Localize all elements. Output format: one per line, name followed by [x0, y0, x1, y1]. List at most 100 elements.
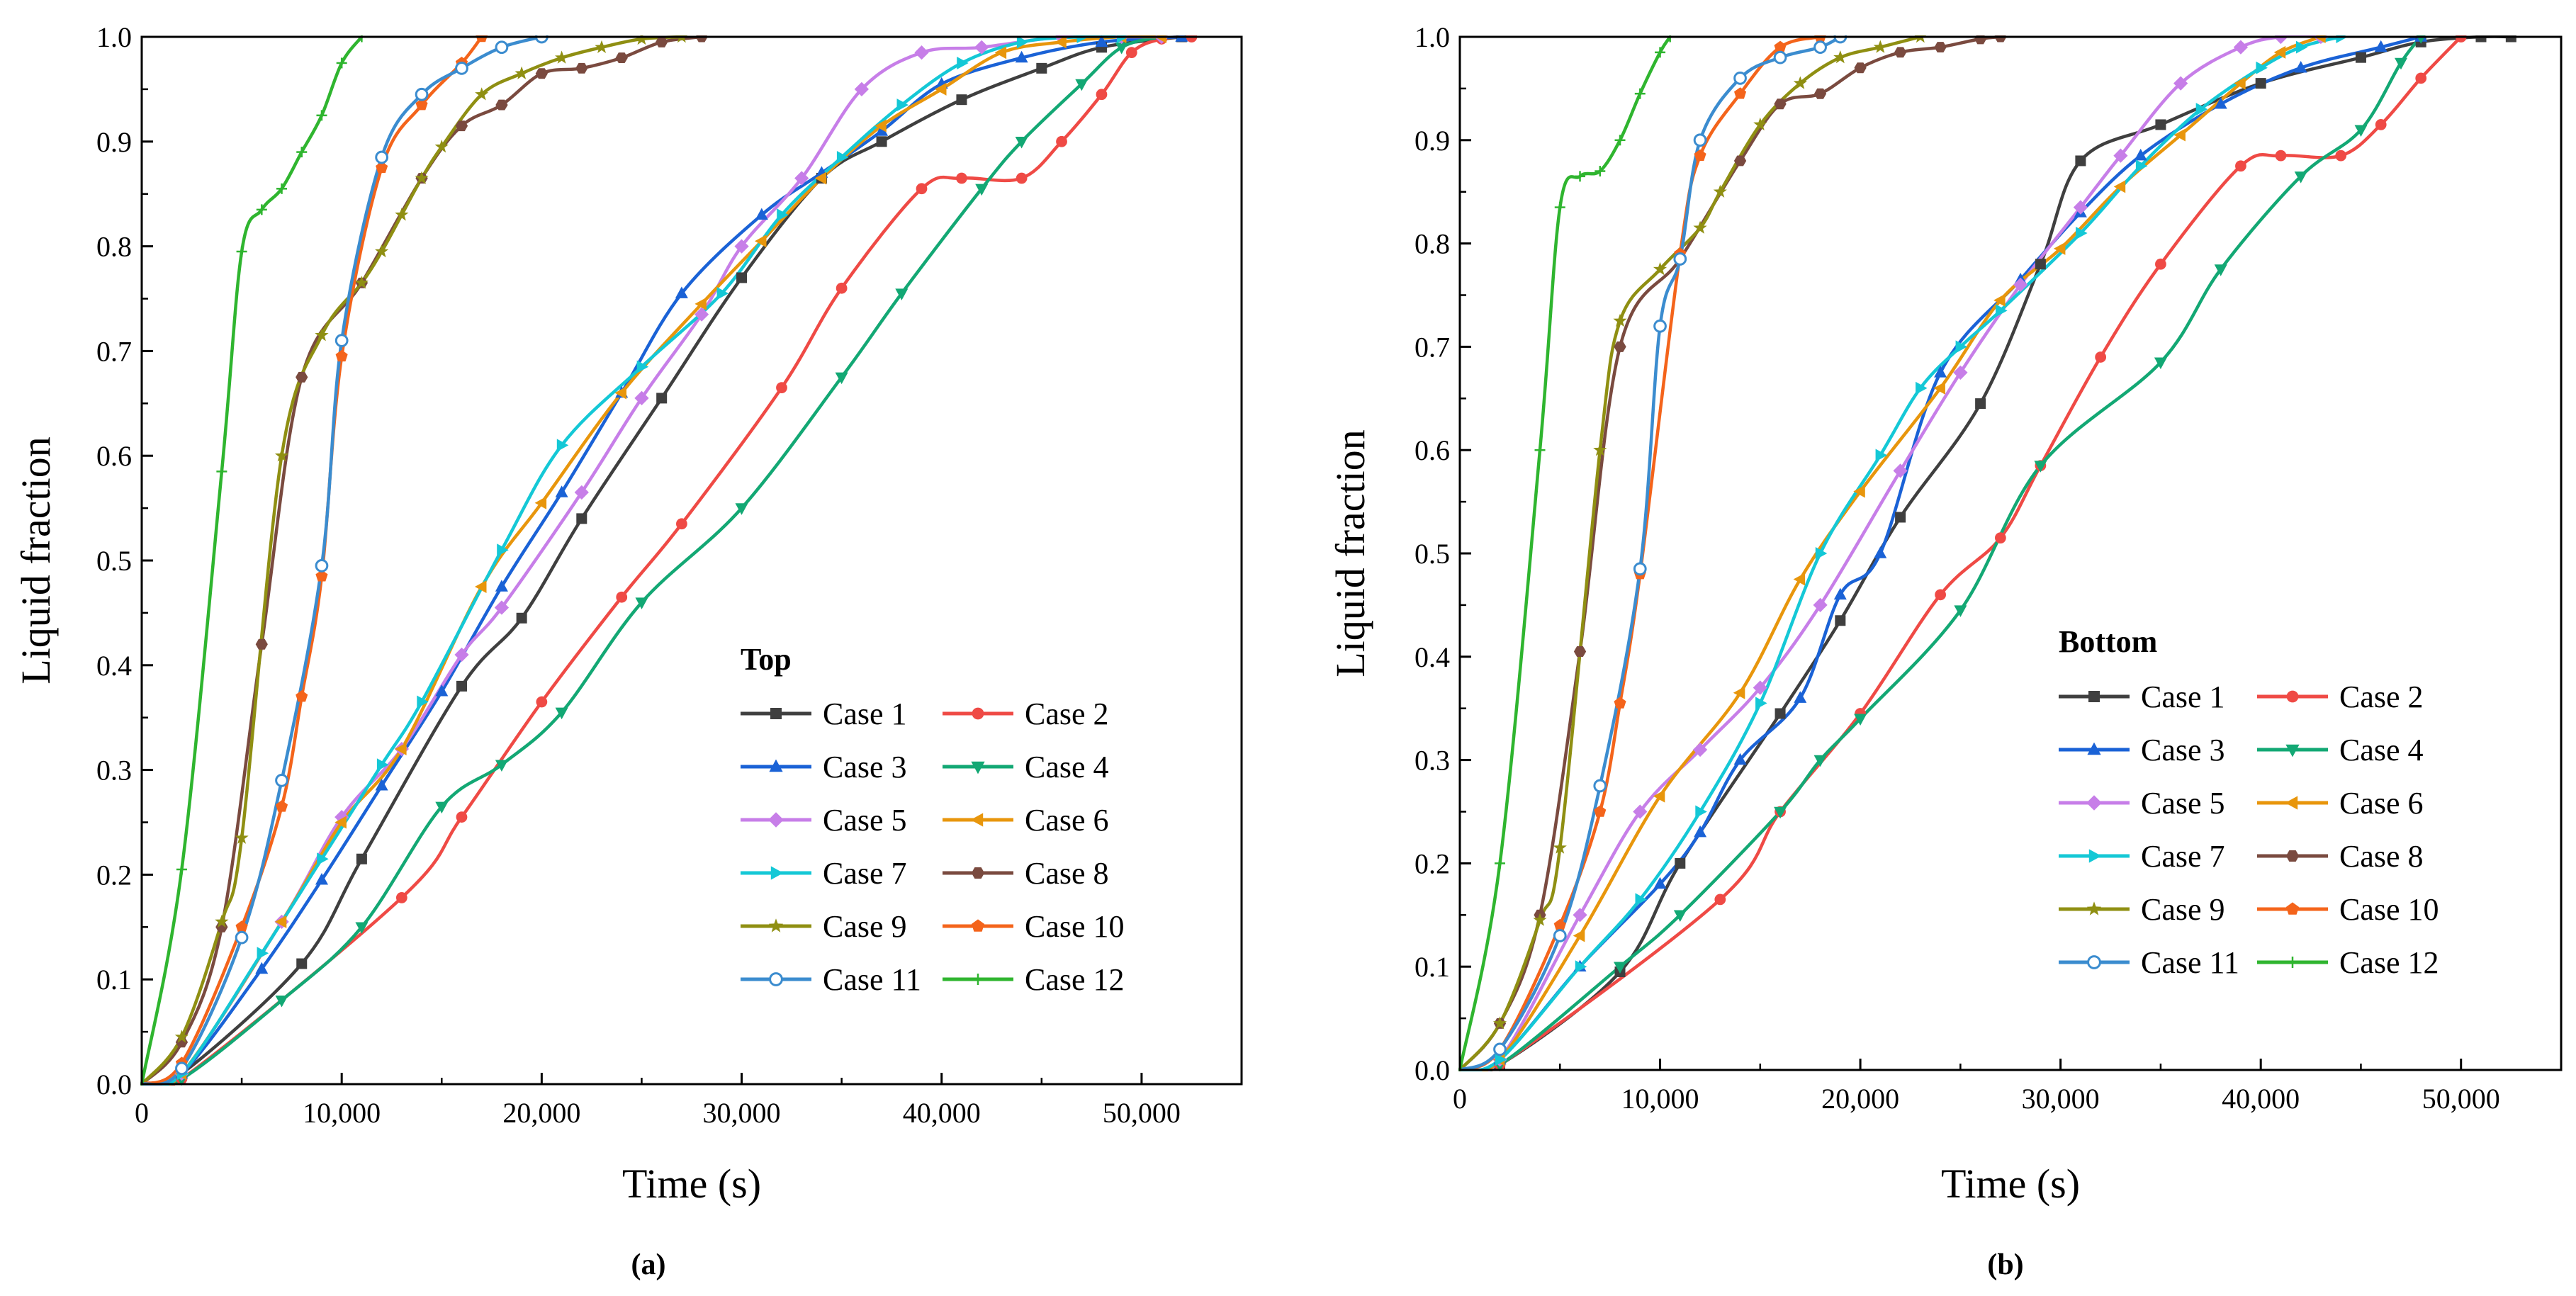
data-point [2294, 61, 2307, 73]
legend-swatch-marker [972, 974, 984, 985]
data-point [634, 390, 649, 405]
data-point [376, 758, 389, 772]
data-point [1653, 877, 1667, 889]
legend-swatch-marker [970, 813, 984, 827]
legend-item: Case 3 [2059, 733, 2225, 767]
data-point [1733, 686, 1745, 699]
data-point [1036, 62, 1047, 74]
data-point [235, 930, 249, 945]
data-point [1813, 755, 1827, 767]
data-point [1774, 806, 1787, 819]
y-tick-label: 0.6 [1414, 434, 1450, 466]
series-markers-case-9 [174, 35, 688, 1043]
y-tick-label: 0.9 [1414, 125, 1450, 157]
data-point [614, 386, 626, 400]
data-point [916, 183, 928, 195]
legend-swatch-marker [972, 707, 984, 720]
data-point [1633, 562, 1647, 576]
series-line-case-10 [1458, 35, 1822, 1071]
data-point [375, 244, 389, 258]
data-point [777, 208, 789, 222]
data-point [656, 393, 668, 404]
data-point [315, 873, 328, 885]
x-axis: 0 10,000 20,000 30,000 40,000 50,000 [135, 1073, 1243, 1129]
data-point [2113, 180, 2126, 193]
data-point [276, 183, 288, 194]
data-point [1753, 680, 1767, 695]
data-point [435, 801, 449, 814]
chart-panel-a: 0.0 0.1 0.2 0.3 0.4 0.5 0.6 0.7 0.8 0.9 1.0 0 10,000… [13, 21, 1243, 1281]
legend-swatch-marker [971, 867, 985, 879]
data-point [854, 81, 869, 96]
legend-item: Case 7 [2059, 839, 2225, 874]
data-point [1874, 546, 1887, 558]
data-point [595, 40, 609, 53]
legend-swatch-marker [2287, 957, 2298, 968]
legend-label: Case 4 [2339, 733, 2424, 767]
data-point [755, 208, 768, 220]
chart-panel-b: 0.0 0.1 0.2 0.3 0.4 0.5 0.6 0.7 0.8 0.9 1.0 0 10,000… [1327, 21, 2563, 1281]
data-point [317, 852, 329, 866]
data-point [494, 600, 510, 615]
data-point [2076, 227, 2088, 240]
data-point [1993, 293, 2006, 307]
data-point [1994, 532, 2006, 544]
data-point [1016, 35, 1029, 49]
legend-swatch-marker [2087, 742, 2101, 755]
y-tick-label: 0.8 [1414, 228, 1450, 260]
data-point [1573, 929, 1585, 942]
data-point [975, 184, 989, 196]
data-point [1634, 88, 1646, 99]
data-point [255, 638, 268, 650]
y-axis: 0.0 0.1 0.2 0.3 0.4 0.5 0.6 0.7 0.8 0.9 1.0 [96, 21, 153, 1100]
x-tick-label: 0 [135, 1097, 149, 1129]
data-point [1495, 857, 1506, 869]
series-group [1458, 35, 2516, 1071]
data-point [235, 830, 249, 844]
data-point [694, 307, 709, 322]
series-markers-case-1 [1495, 35, 2516, 1071]
y-tick-label: 0.3 [1414, 745, 1450, 777]
data-point [555, 707, 568, 720]
data-point [1916, 381, 1928, 395]
data-point [1875, 449, 1888, 462]
data-point [395, 743, 407, 755]
data-point [1713, 184, 1727, 198]
legend-swatch-marker [768, 918, 784, 932]
data-point [296, 958, 308, 969]
data-point [1893, 463, 1908, 478]
legend-label: Case 10 [1025, 909, 1125, 944]
data-point [555, 50, 569, 64]
legend-title: Bottom [2059, 624, 2157, 659]
data-point [1614, 697, 1626, 709]
legend-label: Case 3 [2141, 733, 2225, 767]
data-point [1534, 444, 1546, 456]
legend-item: Case 1 [741, 697, 907, 731]
legend-item: Case 4 [943, 750, 1109, 784]
data-point [1953, 365, 1968, 380]
legend-swatch-marker [2285, 850, 2300, 862]
data-point [2256, 61, 2268, 74]
legend-swatch-marker [768, 812, 784, 828]
legend-swatch-marker [769, 972, 783, 986]
data-point [876, 136, 887, 147]
data-point [2335, 150, 2347, 162]
y-tick-label: 0.7 [1414, 331, 1450, 363]
data-point [635, 597, 648, 609]
data-point [1813, 597, 1828, 612]
data-point [216, 466, 227, 477]
data-point [2134, 148, 2147, 161]
data-point [1733, 155, 1747, 167]
data-point [736, 272, 748, 283]
data-point [1873, 40, 1887, 53]
x-axis-title: Time (s) [622, 1161, 761, 1207]
data-point [2173, 128, 2186, 142]
x-tick-label: 30,000 [2022, 1083, 2100, 1115]
data-point [1693, 133, 1707, 147]
data-point [1773, 50, 1787, 64]
legend-item: Case 11 [741, 962, 921, 997]
data-point [514, 66, 529, 79]
legend-item: Case 1 [2059, 680, 2225, 714]
data-point [1733, 753, 1747, 765]
data-point [497, 543, 509, 557]
